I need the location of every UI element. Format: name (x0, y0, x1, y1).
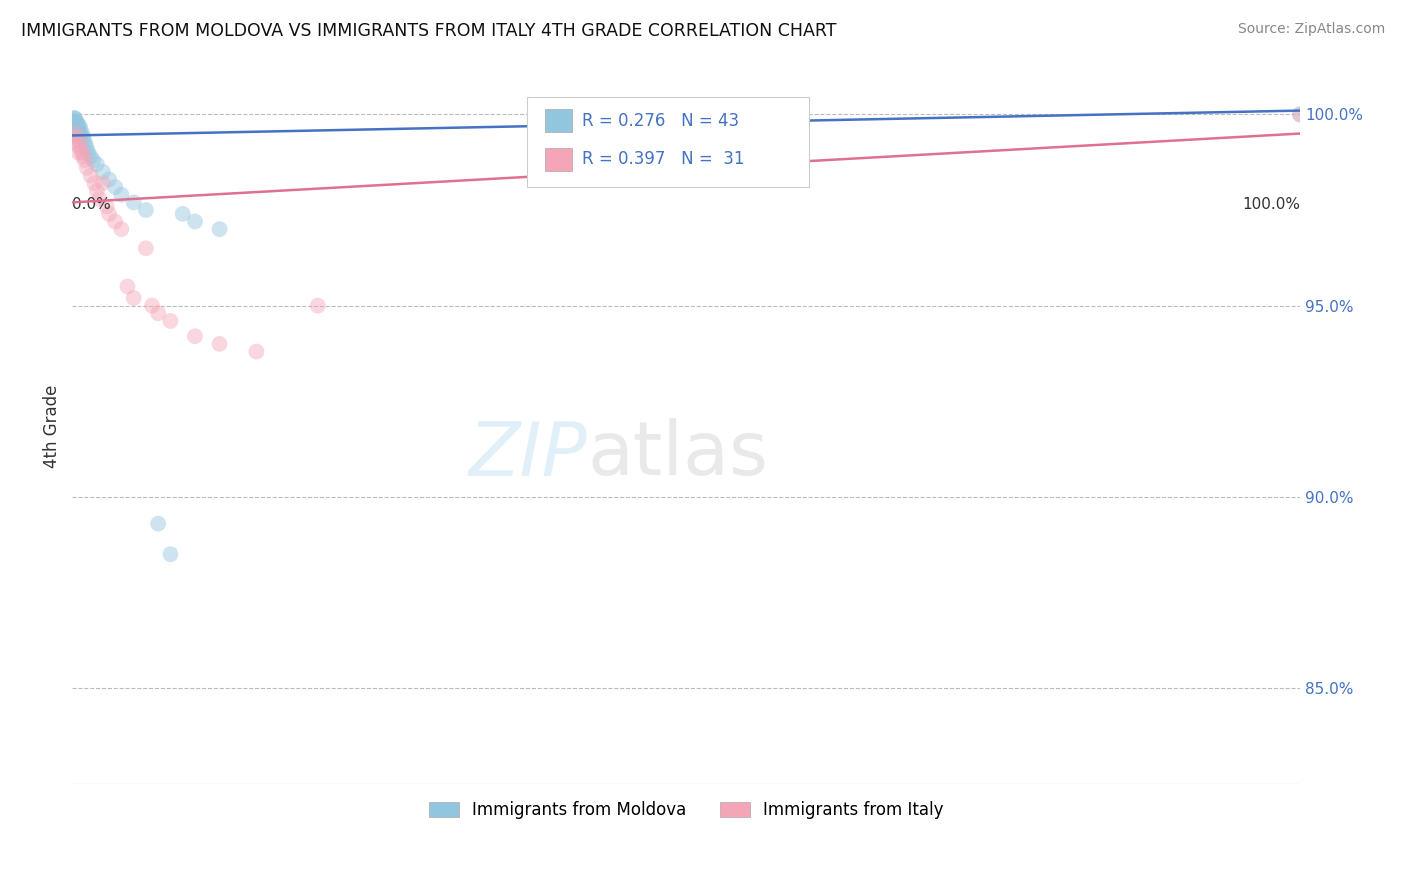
Legend: Immigrants from Moldova, Immigrants from Italy: Immigrants from Moldova, Immigrants from… (422, 794, 950, 825)
Point (76, 161, 98, 175)
Point (62, 122, 84, 136)
Point (66, 138, 89, 153)
Point (79, 169, 101, 183)
Point (83, 176, 105, 190)
Point (73, 153, 96, 168)
Point (63, 112, 86, 126)
Point (65, 115, 87, 129)
Point (91, 165, 114, 179)
Point (67, 145, 90, 160)
Point (69, 134, 91, 148)
Point (67, 122, 90, 136)
Point (91, 176, 114, 190)
Point (70, 127, 93, 141)
Point (62, 112, 84, 126)
Point (67, 119, 90, 133)
Point (69, 142, 91, 156)
Point (184, 214, 207, 228)
Point (148, 306, 170, 320)
Point (76, 142, 98, 156)
Point (148, 516, 170, 531)
Point (122, 291, 145, 305)
FancyBboxPatch shape (546, 110, 572, 132)
Point (307, 299, 329, 313)
Point (66, 115, 89, 129)
Point (172, 207, 194, 221)
Point (73, 134, 96, 148)
Point (122, 195, 145, 210)
Point (141, 299, 163, 313)
Point (63, 112, 86, 126)
Point (208, 222, 231, 236)
FancyBboxPatch shape (546, 148, 572, 170)
Point (135, 241, 157, 255)
Point (72, 130, 94, 145)
Point (66, 119, 89, 133)
Point (69, 127, 91, 141)
Point (63, 134, 86, 148)
Point (110, 187, 132, 202)
Point (98, 207, 121, 221)
Point (65, 115, 87, 129)
Point (104, 180, 127, 194)
Point (63, 119, 86, 133)
Point (69, 119, 91, 133)
Point (77, 145, 100, 160)
Text: R = 0.397   N =  31: R = 0.397 N = 31 (582, 151, 744, 169)
Y-axis label: 4th Grade: 4th Grade (44, 384, 60, 467)
Point (159, 547, 181, 561)
Text: R = 0.276   N = 43: R = 0.276 N = 43 (582, 112, 740, 129)
Text: ZIP: ZIP (470, 418, 588, 491)
Text: IMMIGRANTS FROM MOLDOVA VS IMMIGRANTS FROM ITALY 4TH GRADE CORRELATION CHART: IMMIGRANTS FROM MOLDOVA VS IMMIGRANTS FR… (21, 22, 837, 40)
Point (79, 149, 101, 163)
Point (86, 184, 108, 198)
Point (63, 119, 86, 133)
Point (66, 122, 89, 136)
Point (62, 119, 84, 133)
Point (62, 130, 84, 145)
Point (98, 172, 121, 186)
Point (82, 153, 104, 168)
Point (65, 127, 87, 141)
Point (135, 202, 157, 217)
Point (65, 127, 87, 141)
Point (245, 344, 267, 359)
Point (62, 115, 84, 129)
Point (67, 130, 90, 145)
Point (184, 329, 207, 343)
Point (208, 337, 231, 351)
Point (1289, 107, 1312, 121)
Point (110, 222, 132, 236)
Point (96, 199, 118, 213)
Text: atlas: atlas (588, 418, 769, 491)
FancyBboxPatch shape (526, 97, 808, 186)
Point (63, 127, 86, 141)
Point (104, 214, 127, 228)
Point (159, 314, 181, 328)
Point (75, 138, 97, 153)
Point (86, 157, 108, 171)
Point (72, 149, 94, 163)
Point (117, 279, 139, 293)
Text: 100.0%: 100.0% (1241, 197, 1301, 212)
Point (69, 122, 91, 136)
Point (89, 192, 111, 206)
Text: Source: ZipAtlas.com: Source: ZipAtlas.com (1237, 22, 1385, 37)
Point (70, 145, 93, 160)
Point (1289, 107, 1312, 121)
Point (65, 119, 87, 133)
Text: 0.0%: 0.0% (72, 197, 111, 212)
